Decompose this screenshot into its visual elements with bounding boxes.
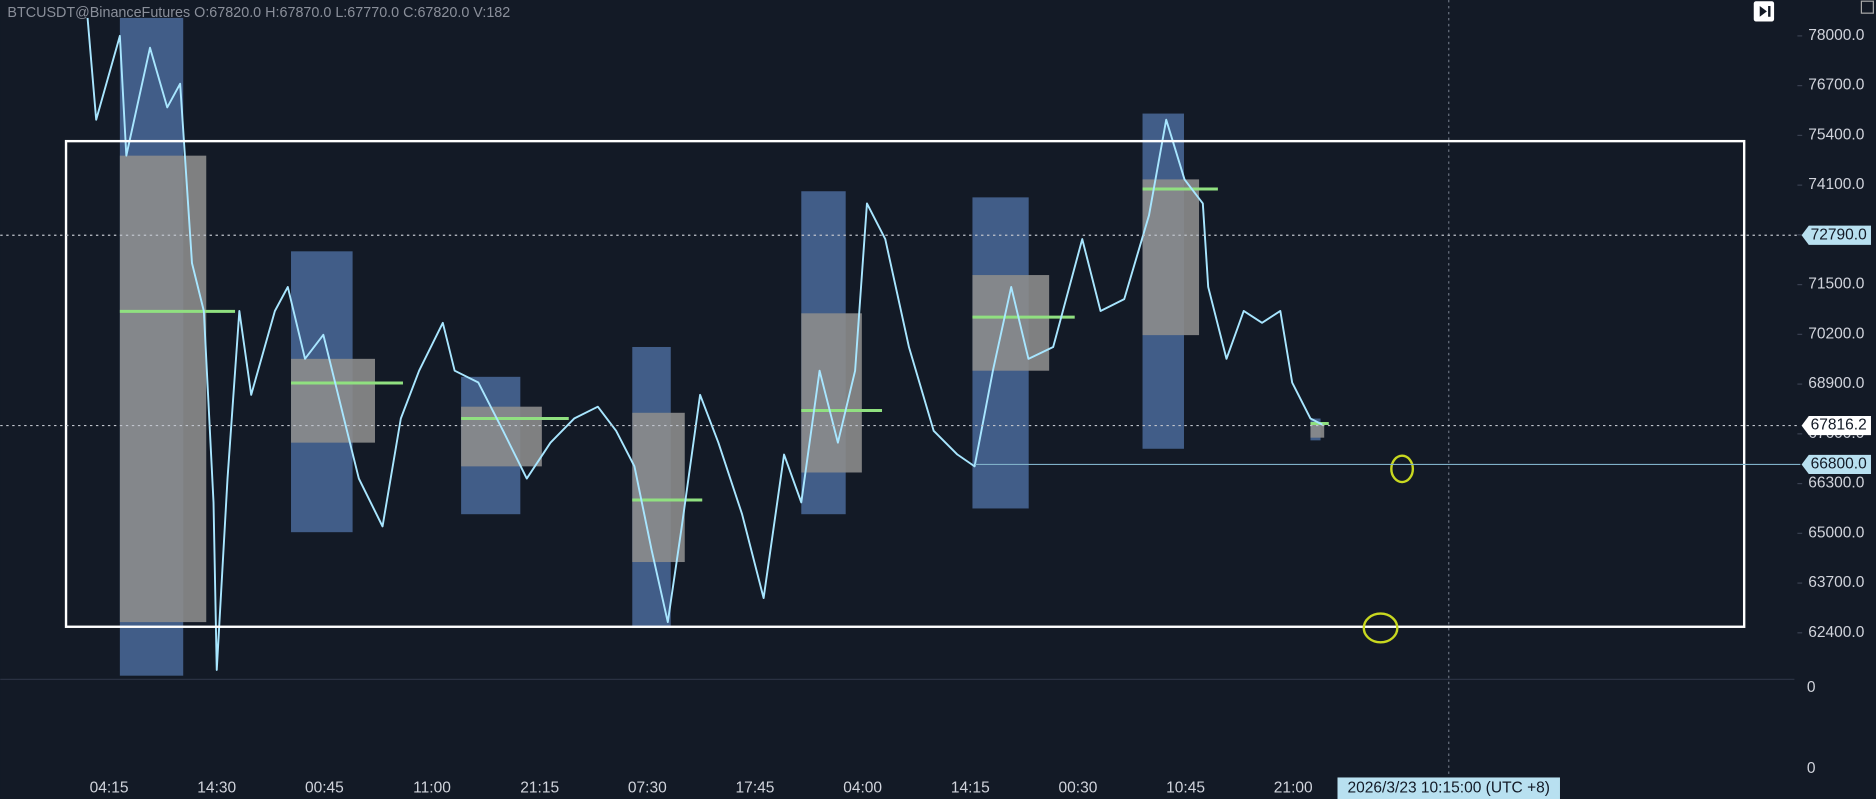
x-tick-label: 00:45	[305, 779, 344, 796]
profile-value-area	[1142, 179, 1200, 336]
profile-value-area	[461, 406, 542, 467]
x-tick-label: 14:15	[951, 779, 990, 796]
drawn-ellipse	[1362, 612, 1399, 644]
price-label: 66800.0	[1811, 456, 1868, 473]
drawn-ellipse	[1390, 454, 1415, 484]
y-tick-label: 65000.0	[1808, 524, 1865, 541]
y-tick-label: 75400.0	[1808, 126, 1865, 143]
x-tick-label: 21:15	[520, 779, 559, 796]
drawn-rectangle	[64, 139, 1746, 628]
x-tick-label: 04:15	[90, 779, 129, 796]
price-label: 67816.2	[1811, 417, 1867, 434]
y-tick-label: 66300.0	[1808, 475, 1865, 492]
price-label: 72790.0	[1811, 226, 1868, 243]
chart-title: BTCUSDT@BinanceFutures O:67820.0 H:67870…	[7, 5, 510, 21]
x-tick-label: 00:30	[1059, 779, 1098, 796]
replay-icon	[1759, 5, 1771, 17]
y-tick-label: 63700.0	[1808, 574, 1865, 591]
y-tick-label: 68900.0	[1808, 375, 1865, 392]
x-tick-label: 10:45	[1166, 779, 1205, 796]
x-tick-label: 11:00	[413, 779, 451, 796]
settings-icon[interactable]	[1860, 0, 1874, 14]
y-tick-label: 78000.0	[1808, 27, 1865, 44]
price-label-bg	[1801, 416, 1871, 436]
x-tick-label: 07:30	[628, 779, 667, 796]
profile-value-area	[632, 412, 685, 563]
y-tick-label: 62400.0	[1808, 624, 1865, 641]
x-tick-label: 17:45	[736, 779, 775, 796]
crosshair-label-bg	[1337, 777, 1560, 799]
x-tick-label: 14:30	[197, 779, 236, 796]
x-tick-label: 21:00	[1274, 779, 1313, 796]
price-line	[86, 17, 1323, 671]
replay-button[interactable]	[1753, 1, 1775, 22]
crosshair-label: 2026/3/23 10:15:00 (UTC +8)	[1348, 779, 1550, 796]
volume-tick-label: 0	[1807, 760, 1816, 777]
volume-tick-label: 0	[1807, 679, 1816, 696]
profile-value-area	[1310, 422, 1325, 438]
y-tick-label: 74100.0	[1808, 176, 1865, 193]
profile-value-area	[119, 155, 207, 623]
y-tick-label: 71500.0	[1808, 276, 1865, 293]
price-label-bg	[1801, 225, 1871, 245]
profile-value-area	[801, 313, 862, 473]
x-tick-label: 04:00	[843, 779, 882, 796]
price-label-bg	[1801, 454, 1871, 475]
y-tick-label: 76700.0	[1808, 77, 1865, 94]
y-tick-label: 70200.0	[1808, 325, 1865, 342]
